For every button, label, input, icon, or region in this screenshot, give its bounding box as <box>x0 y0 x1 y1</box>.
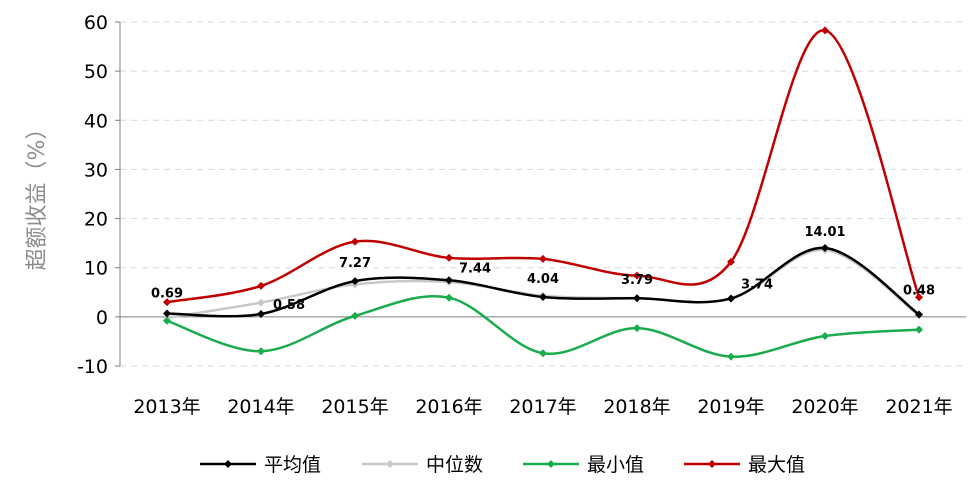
legend-item: 最小值 <box>523 454 644 476</box>
data-point <box>445 253 453 262</box>
data-point <box>163 316 171 325</box>
x-tick-label: 2015年 <box>321 396 388 418</box>
legend-marker <box>386 460 394 468</box>
x-tick-labels: 2013年 2014年 2015年 2016年 2017年 2018年 2019年 2020年… <box>133 396 952 418</box>
x-tick-label: 2014年 <box>227 396 294 418</box>
series-3 <box>163 293 923 361</box>
data-point <box>727 257 735 266</box>
data-point <box>727 352 735 361</box>
legend-item: 最大值 <box>684 454 805 476</box>
x-tick-label: 2021年 <box>885 396 952 418</box>
x-tick-label: 2020年 <box>791 396 858 418</box>
data-point <box>257 347 265 356</box>
data-point <box>821 244 829 253</box>
data-point <box>445 276 453 285</box>
data-label: 4.04 <box>527 272 559 287</box>
data-point <box>257 310 265 319</box>
data-point <box>351 277 359 286</box>
y-tick-labels: -10 0 10 20 30 40 50 60 <box>77 12 120 378</box>
data-point <box>633 294 641 303</box>
data-point <box>257 281 265 290</box>
data-point <box>915 310 923 319</box>
data-point <box>915 293 923 302</box>
data-point <box>539 254 547 263</box>
legend-marker <box>224 460 232 468</box>
y-axis-label: 超额收益（%） <box>25 118 50 271</box>
data-point <box>915 325 923 334</box>
legend-item: 中位数 <box>362 454 483 476</box>
y-tick-label: -10 <box>77 356 108 378</box>
data-point <box>163 309 171 318</box>
legend-marker <box>547 460 555 468</box>
data-point <box>445 293 453 302</box>
y-tick-label: 40 <box>84 110 108 132</box>
legend-marker <box>708 460 716 468</box>
data-label: 3.74 <box>741 277 773 292</box>
legend-item: 平均值 <box>200 454 321 476</box>
y-tick-label: 60 <box>84 12 108 34</box>
x-tick-label: 2013年 <box>133 396 200 418</box>
legend-label: 中位数 <box>426 454 483 476</box>
x-tick-label: 2018年 <box>603 396 670 418</box>
data-point <box>351 311 359 320</box>
y-tick-label: 20 <box>84 209 108 231</box>
data-point <box>633 271 641 280</box>
data-label: 0.48 <box>903 283 935 298</box>
data-point <box>539 349 547 358</box>
data-point <box>257 298 265 307</box>
data-label: 0.58 <box>273 298 305 313</box>
series-4 <box>163 26 923 307</box>
x-tick-label: 2017年 <box>509 396 576 418</box>
data-point <box>727 294 735 303</box>
data-labels: 0.69 0.58 7.27 7.44 4.04 3.79 3.74 14.01 0.48 <box>151 225 935 313</box>
y-tick-label: 0 <box>96 307 108 329</box>
data-label: 14.01 <box>804 225 845 240</box>
x-tick-label: 2019年 <box>697 396 764 418</box>
data-point <box>821 332 829 341</box>
series-1 <box>163 244 923 319</box>
y-tick-label: 10 <box>84 258 108 280</box>
data-point <box>163 298 171 307</box>
legend-label: 最小值 <box>587 454 644 476</box>
data-label: 3.79 <box>621 273 653 288</box>
data-point <box>633 324 641 333</box>
series-layer <box>163 26 923 361</box>
y-tick-label: 50 <box>84 61 108 83</box>
data-point <box>539 293 547 302</box>
legend-label: 最大值 <box>748 454 805 476</box>
y-tick-label: 30 <box>84 159 108 181</box>
data-label: 0.69 <box>151 286 183 301</box>
data-label: 7.27 <box>339 256 371 271</box>
legend: 平均值 中位数 最小值 最大值 <box>200 454 805 476</box>
data-point <box>821 26 829 35</box>
data-label: 7.44 <box>459 261 491 276</box>
x-tick-label: 2016年 <box>415 396 482 418</box>
legend-label: 平均值 <box>264 454 321 476</box>
gridlines <box>120 21 966 367</box>
data-point <box>351 237 359 246</box>
